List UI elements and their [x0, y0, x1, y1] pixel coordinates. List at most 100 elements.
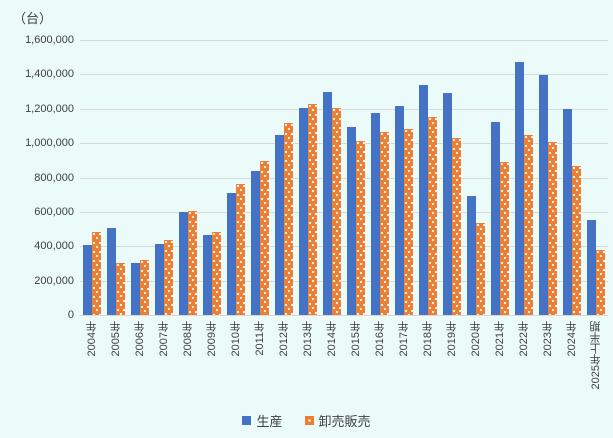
production-bar [131, 263, 140, 315]
wholesale-bar [596, 250, 605, 315]
wholesale-bar [404, 129, 413, 315]
bar-group [104, 40, 128, 315]
production-bar [227, 193, 236, 315]
gridline [80, 211, 608, 213]
wholesale-bar [356, 141, 365, 315]
production-bar [251, 171, 260, 315]
wholesale-bar [164, 240, 173, 315]
bar-group [344, 40, 368, 315]
x-axis-tick-label: 2022年 [518, 321, 530, 357]
x-axis-tick-label: 2011年 [254, 321, 266, 356]
wholesale-bar [236, 184, 245, 315]
y-axis-tick-label: 1,200,000 [25, 102, 74, 115]
x-axis-tick-label: 2007年 [158, 321, 170, 357]
wholesale-swatch-icon [304, 416, 314, 425]
bar-group [176, 40, 200, 315]
production-bar [443, 93, 452, 315]
y-axis-tick-label: 1,400,000 [25, 68, 74, 81]
bar-group [224, 40, 248, 315]
wholesale-bar [428, 117, 437, 315]
wholesale-bar [92, 232, 101, 315]
production-bar [179, 212, 188, 315]
production-bar [467, 196, 476, 315]
bar-group [584, 40, 608, 315]
wholesale-bar [572, 166, 581, 315]
gridline [80, 177, 608, 179]
bar-group [488, 40, 512, 315]
x-axis-tick-label: 2018年 [422, 321, 434, 357]
bar-group [416, 40, 440, 315]
gridline [80, 74, 608, 76]
x-axis-tick-label: 2017年 [398, 321, 410, 357]
gridline [80, 40, 608, 41]
wholesale-bar [548, 142, 557, 315]
production-bar [299, 108, 308, 315]
production-bar [563, 109, 572, 315]
wholesale-bar [140, 260, 149, 315]
x-axis-tick-label: 2006年 [134, 321, 146, 357]
production-bar [371, 113, 380, 315]
x-axis-tick-label: 2021年 [494, 321, 506, 357]
legend-production-label: 生産 [256, 414, 283, 429]
x-axis-tick-label: 2012年 [278, 321, 290, 357]
production-bar [515, 62, 524, 315]
bar-group [320, 40, 344, 315]
gridline [80, 246, 608, 248]
wholesale-bar [260, 161, 269, 315]
x-axis-tick-label: 2019年 [446, 321, 458, 357]
production-bar [395, 106, 404, 315]
production-bar [491, 122, 500, 315]
bar-group [296, 40, 320, 315]
production-bar [347, 127, 356, 315]
wholesale-bar [452, 138, 461, 315]
bar-group [512, 40, 536, 315]
production-bar [539, 75, 548, 315]
wholesale-bar [500, 162, 509, 315]
legend-item-production: 生産 [242, 411, 283, 430]
wholesale-bar [116, 263, 125, 315]
wholesale-bar [524, 135, 533, 315]
legend-item-wholesale: 卸売販売 [304, 411, 371, 430]
production-bar [203, 235, 212, 315]
production-bar [83, 245, 92, 315]
y-axis-tick-label: 600,000 [34, 205, 74, 218]
production-bar [155, 244, 164, 315]
y-axis-tick-label: 200,000 [34, 274, 74, 287]
wholesale-bar [380, 132, 389, 315]
bar-group [248, 40, 272, 315]
x-axis-tick-label: 2005年 [110, 321, 122, 357]
gridline [80, 108, 608, 110]
plot-area [80, 40, 608, 316]
production-bar [587, 220, 596, 315]
x-axis-tick-label: 2009年 [206, 321, 218, 357]
bar-group [464, 40, 488, 315]
bar-group [392, 40, 416, 315]
x-axis-tick-label: 2025年上半期 [590, 321, 602, 390]
x-axis-tick-label: 2014年 [326, 321, 338, 357]
wholesale-bar [308, 104, 317, 315]
y-axis-tick-label: 1,000,000 [25, 137, 74, 150]
bar-group [536, 40, 560, 315]
gridline [80, 143, 608, 145]
legend: 生産 卸売販売 [0, 411, 613, 430]
bar-group [368, 40, 392, 315]
bars-row [80, 40, 608, 315]
bar-group [272, 40, 296, 315]
x-axis-tick-label: 2004年 [86, 321, 98, 357]
x-axis-tick-label: 2013年 [302, 321, 314, 357]
bar-group [128, 40, 152, 315]
x-axis-tick-label: 2020年 [470, 321, 482, 357]
y-axis-unit-label: （台） [13, 11, 53, 26]
x-axis-tick-label: 2016年 [374, 321, 386, 357]
y-axis-tick-label: 1,600,000 [25, 34, 74, 46]
legend-wholesale-label: 卸売販売 [318, 414, 371, 429]
wholesale-bar [284, 123, 293, 315]
production-bar [323, 92, 332, 315]
bar-group [440, 40, 464, 315]
production-swatch-icon [242, 416, 252, 425]
x-axis-tick-label: 2010年 [230, 321, 242, 357]
production-bar [419, 85, 428, 315]
gridline [80, 280, 608, 282]
y-axis-tick-label: 400,000 [34, 240, 74, 253]
